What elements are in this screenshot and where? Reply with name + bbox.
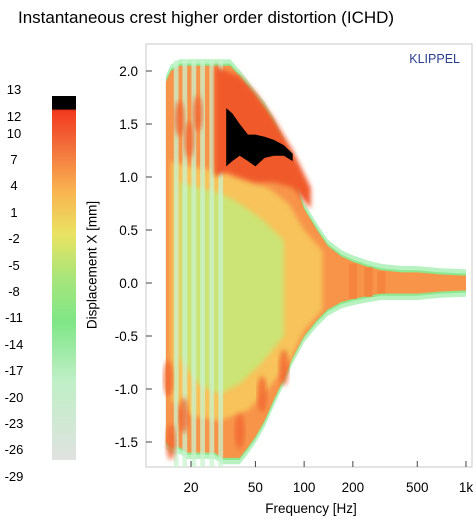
- hot-spot: [234, 413, 245, 450]
- frequency-stripe: [218, 60, 224, 467]
- black-region: [226, 108, 293, 167]
- hot-spot: [192, 95, 203, 132]
- y-tick-label: 0.0: [119, 276, 138, 291]
- y-axis-label: Displacement X [mm]: [84, 200, 100, 330]
- frequency-stripe: [191, 60, 197, 467]
- frequency-stripe: [182, 60, 188, 467]
- frequency-stripe: [209, 60, 215, 467]
- hot-spot: [278, 349, 289, 386]
- colorbar-tick-label: -29: [4, 468, 24, 484]
- y-tick-label: 1.0: [119, 170, 138, 185]
- colorbar-tick-label: 12: [6, 109, 22, 124]
- colorbar-tick-label: 13: [6, 82, 22, 97]
- colorbar-tick-label: -20: [4, 389, 24, 405]
- y-tick-label: -1.5: [115, 435, 138, 450]
- hot-spot: [184, 121, 195, 158]
- colorbar-tick-label: 7: [10, 152, 18, 167]
- colorbar-tick-label: 1: [10, 204, 18, 220]
- x-tick-label: 50: [248, 480, 263, 495]
- x-tick-label: 200: [342, 480, 365, 495]
- frequency-stripe: [200, 60, 205, 467]
- hot-spot: [257, 376, 268, 413]
- hot-spot: [165, 424, 176, 460]
- colorbar-tick-label: -8: [8, 284, 20, 299]
- x-tick-label: 1k: [459, 480, 474, 495]
- colorbar-tick-label: 10: [6, 126, 22, 141]
- colorbar-tick-label: -2: [8, 231, 20, 247]
- core-green: [179, 182, 284, 395]
- y-tick-label: 1.5: [119, 117, 138, 132]
- hf-band: [377, 271, 386, 294]
- x-axis-label: Frequency [Hz]: [265, 501, 357, 516]
- x-tick-label: 20: [183, 480, 198, 495]
- y-tick-label: 2.0: [119, 64, 138, 79]
- frequency-stripe: [173, 60, 179, 467]
- klippel-watermark: KLIPPEL: [409, 52, 460, 66]
- hot-spot: [163, 360, 174, 397]
- hf-band: [348, 263, 357, 299]
- colorbar-tick-label: -5: [8, 257, 20, 273]
- colorbar-tick-label: -14: [4, 336, 24, 352]
- colorbar-tick-label: -23: [4, 416, 24, 431]
- x-tick-label: 100: [293, 480, 316, 495]
- hot-spot: [178, 397, 189, 434]
- y-tick-label: -1.0: [115, 382, 138, 397]
- axes-layer: 2.0 1.5 1.0 0.5 0.0 -0.5 -1.0 -1.5 20 50 100 200 500…: [115, 64, 474, 495]
- hot-spot: [174, 100, 185, 137]
- colorbar-tick-label: -11: [5, 310, 23, 326]
- y-tick-label: 0.5: [119, 223, 138, 238]
- colorbar-tick-label: -26: [4, 442, 24, 458]
- y-tick-label: -0.5: [115, 329, 138, 344]
- heatmap-layer: [163, 59, 466, 467]
- x-tick-label: 500: [406, 480, 429, 495]
- colorbar-tick-label: -17: [4, 363, 24, 379]
- colorbar: [52, 96, 76, 460]
- hf-band: [364, 267, 373, 297]
- colorbar-tick-label: 4: [10, 178, 18, 194]
- chart-title: Instantaneous crest higher order distort…: [18, 8, 395, 27]
